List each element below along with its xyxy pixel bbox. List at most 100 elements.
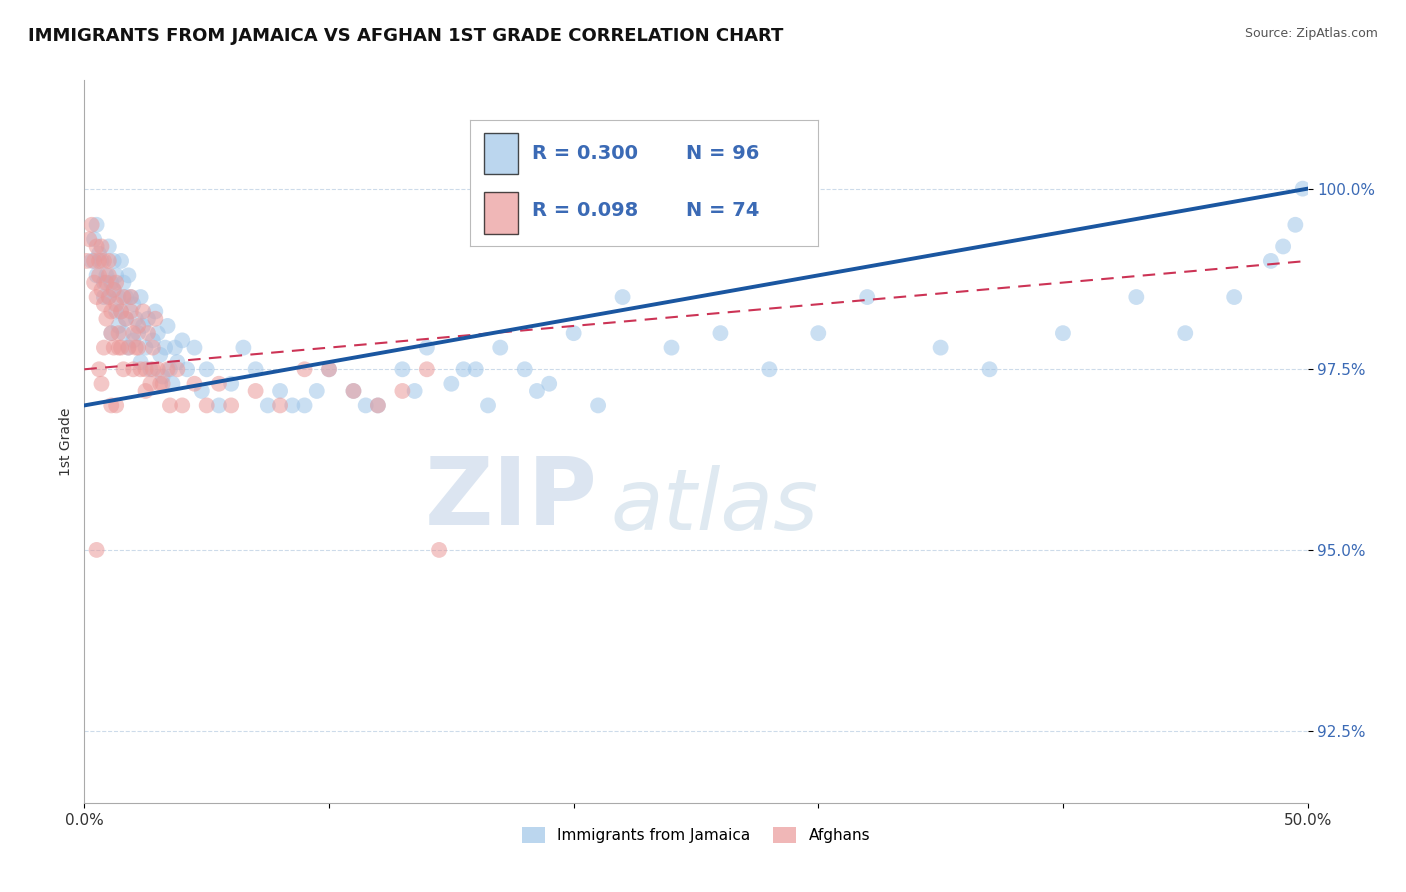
Point — [115, 311, 138, 326]
Point — [269, 384, 291, 398]
Point — [105, 304, 128, 318]
Point — [1174, 326, 1197, 341]
Point — [80, 253, 103, 268]
Point — [367, 398, 389, 412]
Legend: Immigrants from Jamaica, Afghans: Immigrants from Jamaica, Afghans — [516, 822, 876, 849]
Point — [105, 297, 128, 311]
Point — [208, 376, 231, 391]
Point — [281, 398, 304, 412]
Point — [93, 297, 115, 311]
Point — [245, 384, 267, 398]
Point — [166, 355, 188, 369]
Point — [176, 362, 198, 376]
Point — [107, 318, 129, 333]
Point — [294, 398, 316, 412]
Point — [562, 326, 585, 341]
Point — [135, 362, 157, 376]
Point — [105, 268, 128, 283]
Point — [489, 341, 512, 355]
Point — [513, 362, 536, 376]
Point — [183, 376, 205, 391]
Point — [807, 326, 830, 341]
Point — [125, 341, 148, 355]
Point — [661, 341, 683, 355]
Point — [127, 341, 149, 355]
Point — [86, 268, 108, 283]
Point — [87, 268, 110, 283]
Point — [96, 268, 118, 283]
Point — [856, 290, 879, 304]
Point — [93, 290, 115, 304]
Point — [112, 362, 135, 376]
Point — [107, 290, 129, 304]
Point — [122, 334, 145, 348]
Point — [122, 362, 145, 376]
Point — [103, 283, 125, 297]
Point — [245, 362, 267, 376]
Point — [90, 376, 112, 391]
Point — [83, 232, 105, 246]
Point — [107, 341, 129, 355]
Point — [758, 362, 780, 376]
Point — [367, 398, 389, 412]
Point — [156, 362, 179, 376]
Point — [318, 362, 340, 376]
Point — [342, 384, 364, 398]
Point — [97, 268, 120, 283]
Point — [96, 276, 118, 290]
Point — [257, 398, 280, 412]
Point — [87, 253, 110, 268]
Text: Source: ZipAtlas.com: Source: ZipAtlas.com — [1244, 27, 1378, 40]
Point — [709, 326, 731, 341]
Point — [93, 253, 115, 268]
Point — [929, 341, 952, 355]
Point — [93, 276, 115, 290]
Point — [1284, 218, 1306, 232]
Point — [100, 304, 122, 318]
Point — [146, 362, 169, 376]
Point — [162, 376, 184, 391]
Point — [129, 290, 152, 304]
Point — [139, 376, 162, 391]
Point — [404, 384, 426, 398]
Point — [120, 290, 142, 304]
Point — [195, 362, 218, 376]
Point — [153, 341, 176, 355]
Point — [1125, 290, 1147, 304]
Point — [105, 398, 128, 412]
Point — [90, 239, 112, 253]
Point — [96, 311, 118, 326]
Point — [97, 290, 120, 304]
Text: atlas: atlas — [610, 465, 818, 548]
Point — [103, 253, 125, 268]
Text: IMMIGRANTS FROM JAMAICA VS AFGHAN 1ST GRADE CORRELATION CHART: IMMIGRANTS FROM JAMAICA VS AFGHAN 1ST GR… — [28, 27, 783, 45]
Point — [232, 341, 254, 355]
Point — [191, 384, 214, 398]
Point — [391, 362, 413, 376]
Point — [143, 304, 166, 318]
Point — [1223, 290, 1246, 304]
Point — [122, 297, 145, 311]
Point — [117, 341, 139, 355]
Point — [112, 326, 135, 341]
Point — [93, 341, 115, 355]
Point — [294, 362, 316, 376]
Point — [440, 376, 463, 391]
Point — [612, 290, 634, 304]
Point — [83, 253, 105, 268]
Point — [97, 290, 120, 304]
Point — [132, 318, 155, 333]
Point — [76, 253, 98, 268]
Point — [120, 304, 142, 318]
Point — [142, 341, 165, 355]
Point — [149, 376, 172, 391]
Point — [318, 362, 340, 376]
Y-axis label: 1st Grade: 1st Grade — [59, 408, 73, 475]
Point — [107, 326, 129, 341]
Point — [110, 304, 132, 318]
Point — [979, 362, 1001, 376]
Point — [83, 276, 105, 290]
Point — [416, 341, 439, 355]
Text: ZIP: ZIP — [425, 453, 598, 545]
Point — [195, 398, 218, 412]
